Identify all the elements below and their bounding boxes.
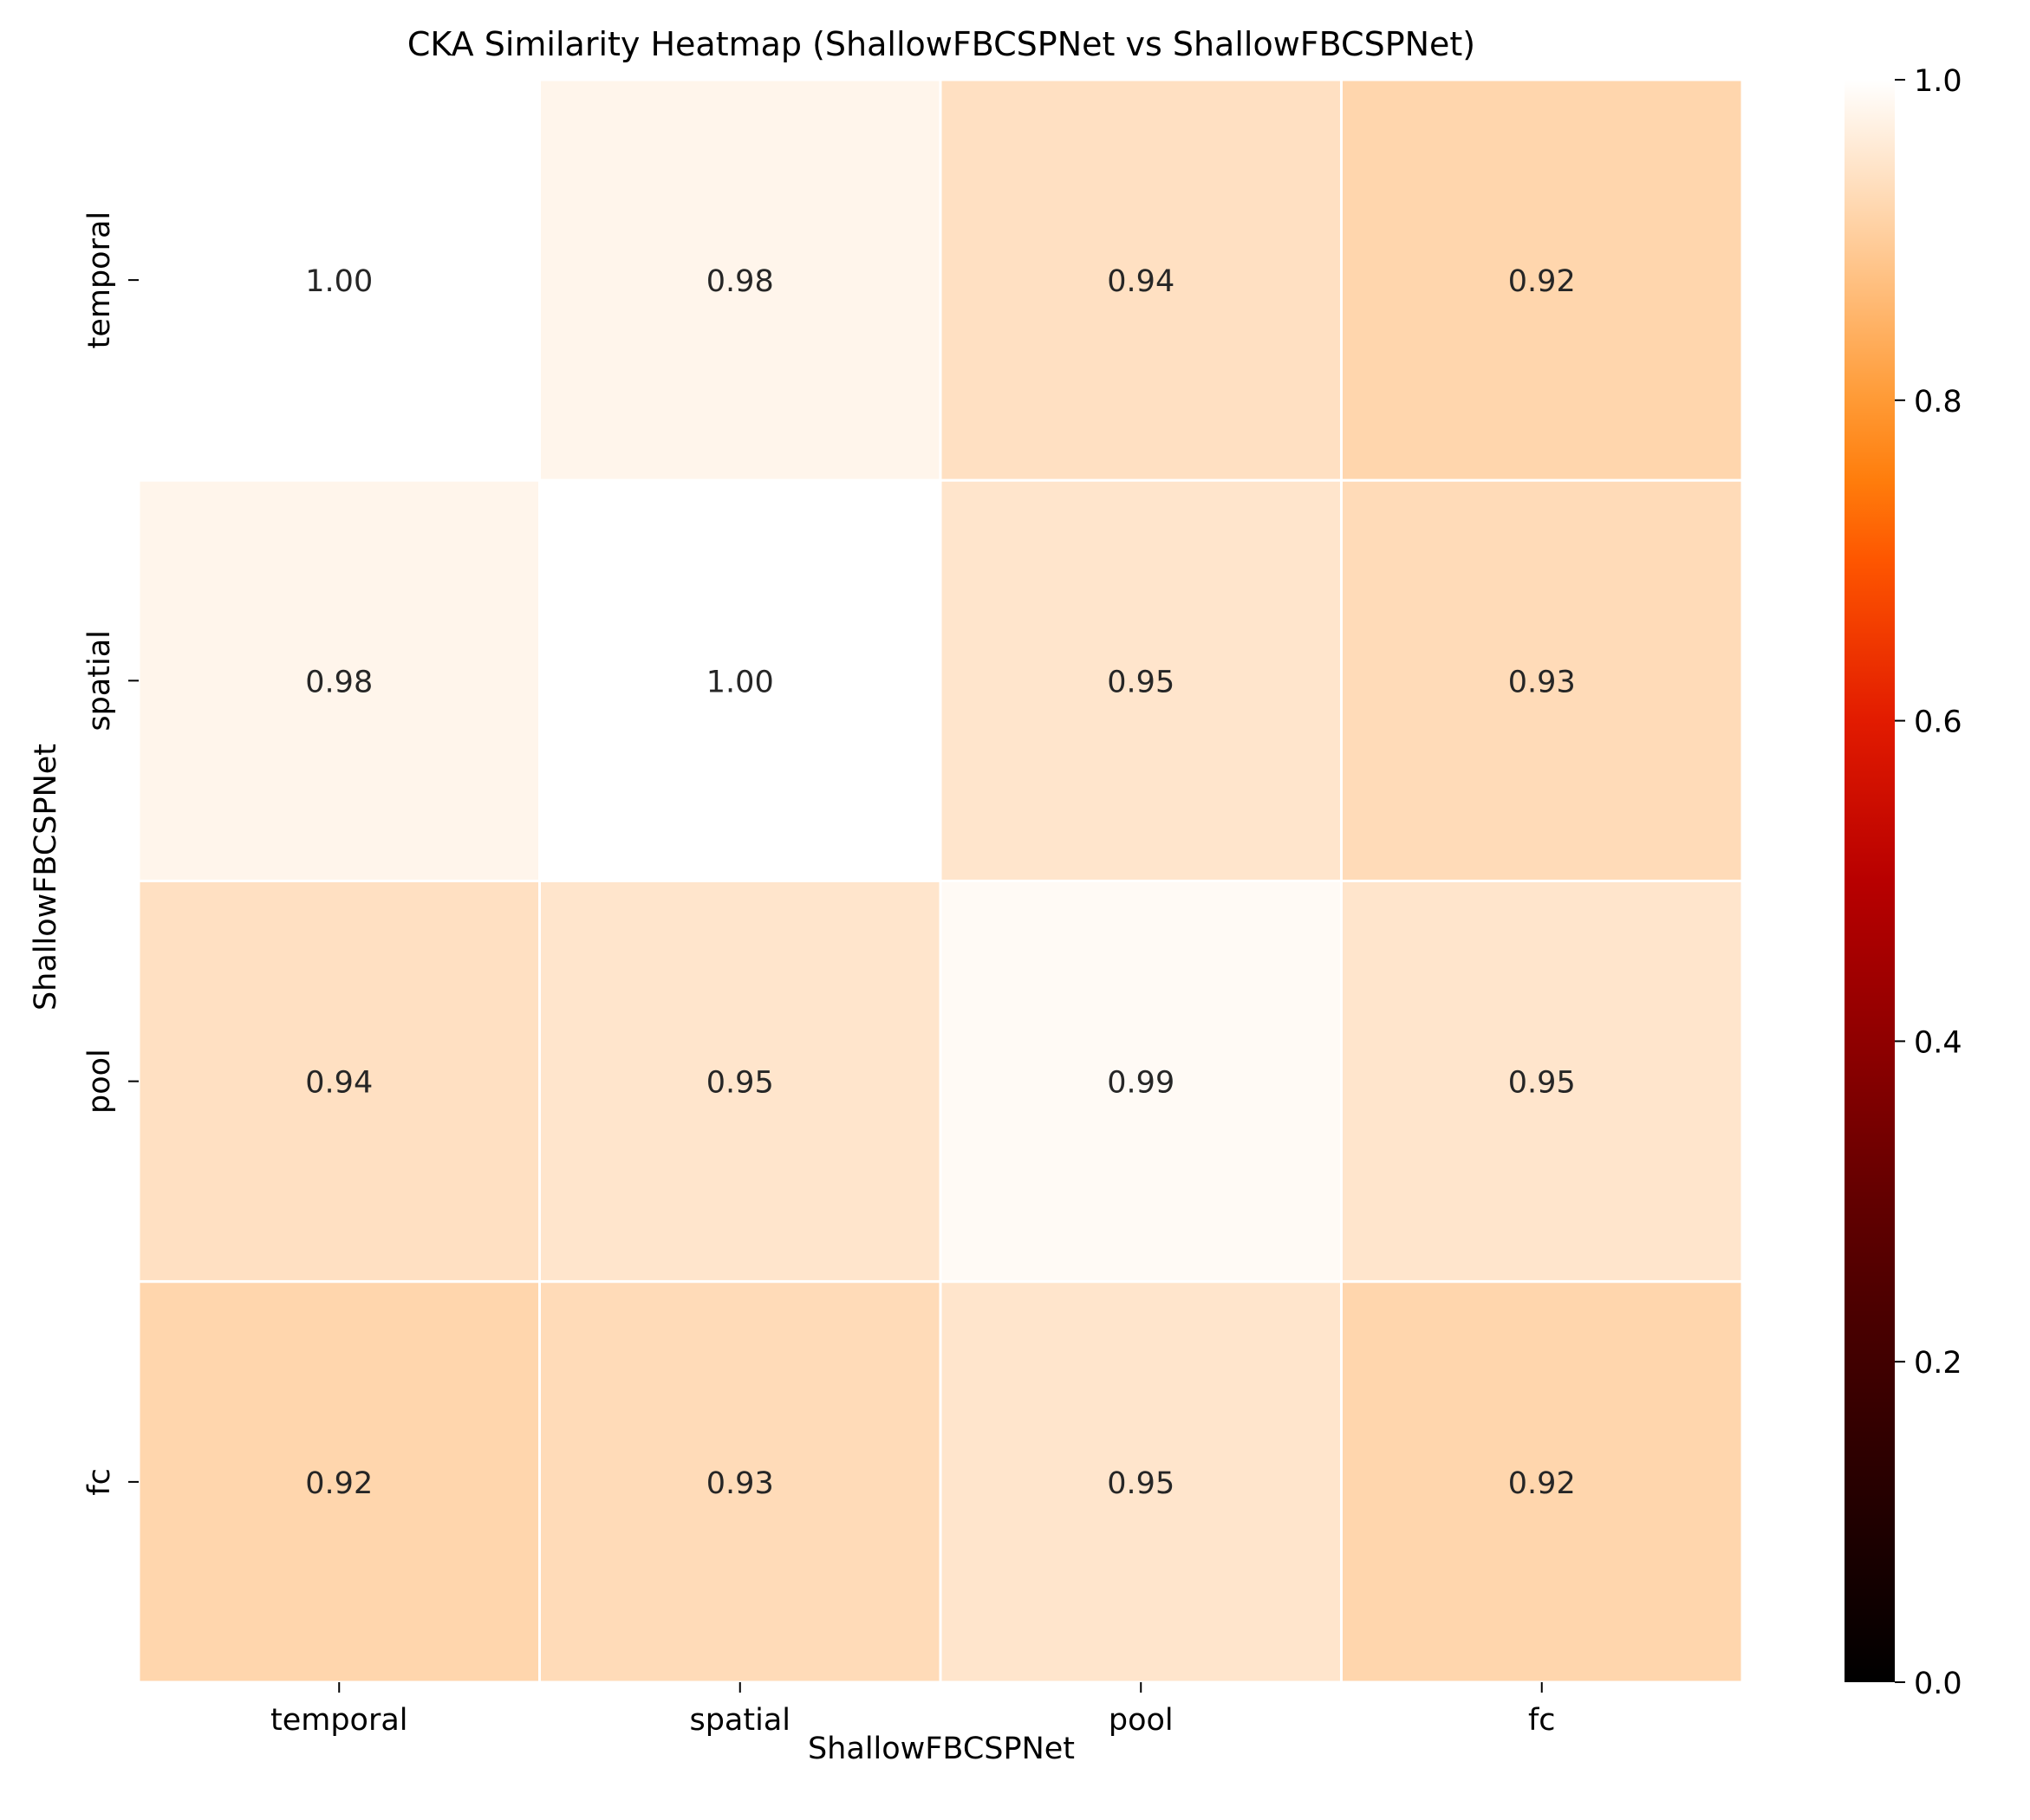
colorbar-tick-label: 0.6 (1914, 705, 1962, 740)
heatmap-cell (1340, 78, 1744, 482)
heatmap-cell (137, 78, 541, 482)
heatmap-cell (939, 478, 1343, 882)
x-tick-label: fc (1528, 1703, 1556, 1738)
x-tick-label: temporal (270, 1703, 408, 1738)
cell-value-label: 0.98 (706, 264, 774, 299)
y-axis-label: ShallowFBCSPNet (29, 744, 63, 1011)
heatmap-cell (1340, 1280, 1744, 1684)
x-tick-label: pool (1109, 1703, 1174, 1738)
heatmap-cell (137, 1280, 541, 1684)
y-tick-label: pool (82, 1049, 117, 1114)
y-tick-label: fc (82, 1468, 117, 1496)
cell-value-label: 0.93 (1508, 665, 1576, 699)
heatmap-cell (538, 478, 942, 882)
cell-value-label: 0.98 (305, 665, 373, 699)
cell-value-label: 0.92 (1508, 1466, 1576, 1501)
y-axis-ticks: temporal spatial pool fc (82, 211, 139, 1496)
cell-value-label: 0.92 (1508, 264, 1576, 299)
heatmap-cell (538, 1280, 942, 1684)
cell-value-label: 0.95 (1508, 1066, 1576, 1101)
heatmap-cell (538, 880, 942, 1284)
cell-value-label: 0.94 (305, 1066, 373, 1101)
heatmap-cell (939, 1280, 1343, 1684)
colorbar-ticks: 0.0 0.2 0.4 0.6 0.8 1.0 (1895, 64, 1962, 1701)
heatmap-cell (939, 78, 1343, 482)
colorbar-tick-label: 0.4 (1914, 1025, 1962, 1060)
cell-annotations: 1.00 0.98 0.94 0.92 0.98 1.00 0.95 0.93 0.94 0.95… (305, 264, 1575, 1501)
cell-value-label: 1.00 (305, 264, 373, 299)
heatmap-cell (137, 478, 541, 882)
cell-value-label: 0.92 (305, 1466, 373, 1501)
x-tick-label: spatial (689, 1703, 791, 1738)
colorbar-tick-label: 0.0 (1914, 1667, 1962, 1701)
chart-title: CKA Similarity Heatmap (ShallowFBCSPNet … (407, 25, 1475, 63)
cell-value-label: 0.95 (706, 1066, 774, 1101)
cell-value-label: 0.99 (1107, 1066, 1174, 1101)
cell-value-label: 0.93 (706, 1466, 774, 1501)
cell-value-label: 0.94 (1107, 264, 1174, 299)
cell-value-label: 1.00 (706, 665, 774, 699)
x-axis-label: ShallowFBCSPNet (808, 1732, 1075, 1766)
colorbar (1845, 80, 1895, 1682)
heatmap-cell (538, 78, 942, 482)
heatmap-cells (137, 78, 1744, 1684)
colorbar-tick-label: 0.8 (1914, 385, 1962, 419)
colorbar-tick-label: 0.2 (1914, 1346, 1962, 1381)
y-tick-label: temporal (82, 211, 117, 349)
x-axis-ticks: temporal spatial pool fc (270, 1682, 1556, 1738)
cell-value-label: 0.95 (1107, 1466, 1174, 1501)
y-tick-label: spatial (82, 630, 117, 731)
colorbar-tick-label: 1.0 (1914, 64, 1962, 99)
heatmap-cell (1340, 880, 1744, 1284)
cell-value-label: 0.95 (1107, 665, 1174, 699)
heatmap-cell (1340, 478, 1744, 882)
